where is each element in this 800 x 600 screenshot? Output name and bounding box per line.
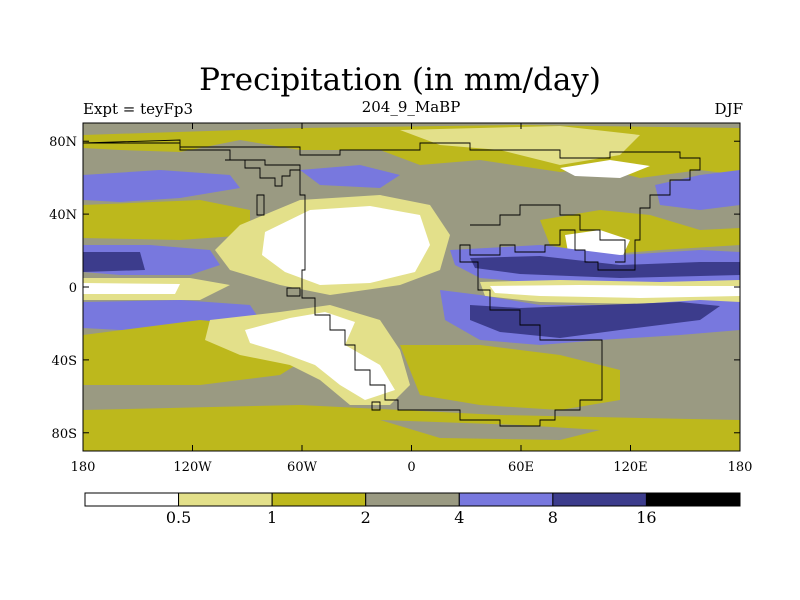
field-white-north [560, 160, 650, 178]
colorbar-label: 4 [454, 508, 464, 527]
x-tick-label: 180 [71, 460, 96, 475]
precipitation-field [83, 123, 740, 451]
colorbar-swatch [365, 492, 460, 507]
island-outline [256, 194, 265, 216]
island-outline [286, 287, 301, 297]
field-olive-nsub-w [83, 200, 250, 240]
experiment-label: Expt = teyFp3 [83, 100, 194, 118]
field-blue-natl [300, 165, 400, 188]
map-title: Precipitation (in mm/day) [199, 62, 601, 98]
colorbar-swatch [645, 492, 741, 507]
season-label: DJF [714, 100, 743, 118]
field-white-eq-w [83, 283, 180, 294]
x-tick-label: 0 [407, 460, 415, 475]
colorbar-label: 0.5 [166, 508, 191, 527]
island-outline [225, 159, 300, 187]
y-axis: 80N 40N 0 40S 80S [49, 135, 740, 442]
x-tick-label: 180 [728, 460, 753, 475]
x-tick-label: 120E [613, 460, 647, 475]
x-axis: 180 120W 60W 0 60E 120E 180 [71, 123, 753, 475]
colorbar-label: 2 [361, 508, 371, 527]
field-dark-ntrop-w [83, 252, 145, 272]
colorbar-swatch [271, 492, 367, 507]
field-dark-strop-e [470, 302, 720, 338]
colorbar: 0.5 1 2 4 8 16 [84, 492, 741, 527]
field-light-north [400, 126, 640, 165]
y-tick-label: 40S [52, 354, 77, 369]
continent-outline [83, 139, 701, 427]
field-white-laurasia [262, 206, 430, 285]
x-tick-label: 60E [508, 460, 534, 475]
y-tick-label: 80S [52, 427, 77, 442]
x-tick-label: 120W [173, 460, 212, 475]
y-tick-label: 80N [49, 135, 77, 150]
y-tick-label: 40N [49, 208, 77, 223]
field-blue-npac [655, 170, 740, 210]
colorbar-swatch [84, 492, 180, 507]
field-gray-south-pole [380, 420, 600, 440]
field-white-gondwana [245, 312, 395, 400]
colorbar-swatch [552, 492, 647, 507]
colorbar-label: 1 [267, 508, 277, 527]
island-outline [371, 401, 381, 411]
field-dark-ntrop-e [470, 256, 740, 278]
field-blue-nw [83, 170, 240, 202]
inner-sea-outline [470, 204, 626, 263]
x-tick-label: 60W [287, 460, 318, 475]
y-tick-label: 0 [69, 281, 77, 296]
colorbar-label: 8 [548, 508, 558, 527]
colorbar-swatch [178, 492, 273, 507]
colorbar-label: 16 [636, 508, 656, 527]
colorbar-swatch [458, 492, 554, 507]
field-white-eq-e [490, 285, 740, 298]
field-olive-south-e [400, 345, 620, 410]
period-label: 204_9_MaBP [361, 98, 461, 116]
